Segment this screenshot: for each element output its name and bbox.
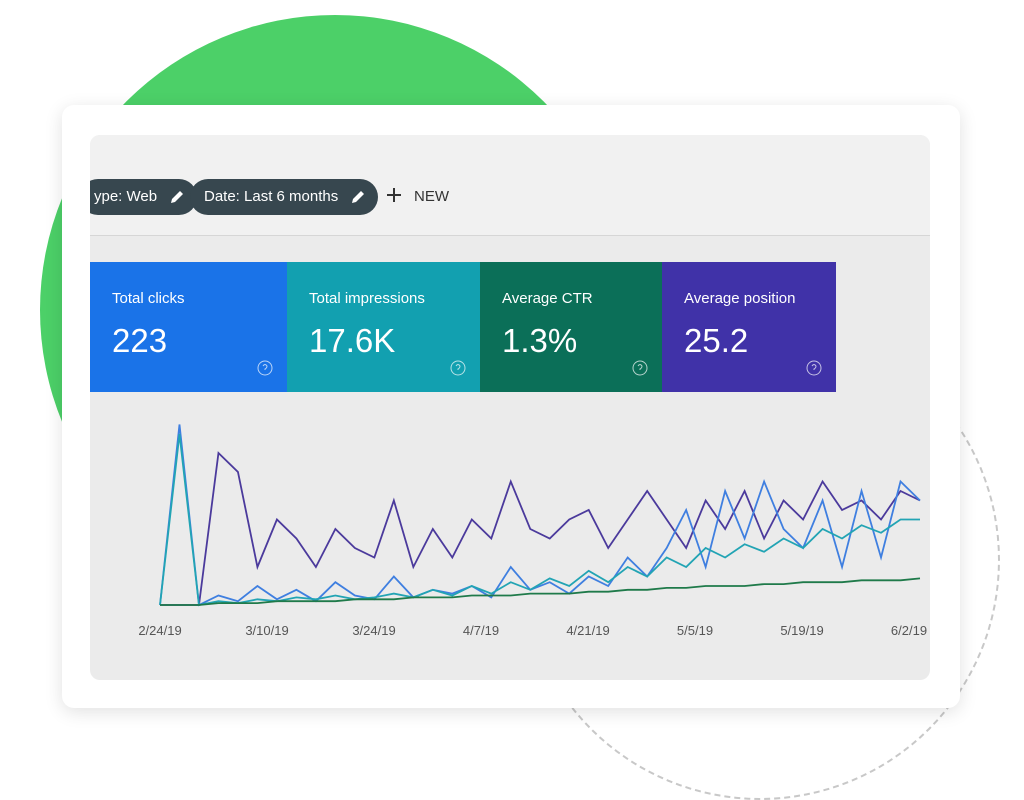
metric-value: 1.3% <box>502 322 578 359</box>
plus-icon <box>387 188 401 202</box>
help-icon <box>632 360 648 376</box>
chip-label: ype: Web <box>94 188 158 205</box>
x-tick-label: 4/21/19 <box>566 623 609 638</box>
filter-bar: ype: Web Date: Last 6 months NEW <box>90 135 930 236</box>
metric-label: Average position <box>684 290 796 307</box>
x-tick-label: 5/19/19 <box>780 623 823 638</box>
chart: 2/24/19 3/10/19 3/24/19 4/7/19 4/21/19 5/5/19… <box>138 424 927 638</box>
x-tick-label: 3/24/19 <box>352 623 395 638</box>
filter-chip[interactable]: ype: Web <box>90 179 198 215</box>
x-tick-label: 6/2/19 <box>891 623 927 638</box>
metric-tile[interactable]: Average position 25.2 <box>662 262 836 392</box>
metric-value: 25.2 <box>684 322 749 359</box>
metric-value: 17.6K <box>309 322 396 359</box>
help-icon <box>450 360 466 376</box>
pencil-icon <box>171 191 184 203</box>
pencil-icon <box>352 191 365 203</box>
series-line <box>160 577 921 606</box>
metric-tile[interactable]: Total clicks 223 <box>90 262 287 392</box>
metric-label: Average CTR <box>502 290 593 307</box>
screen: ype: Web Date: Last 6 months NEW Total c… <box>90 135 930 680</box>
series-line <box>160 451 921 606</box>
x-tick-label: 2/24/19 <box>138 623 181 638</box>
metric-tile[interactable]: Total impressions 17.6K <box>287 262 480 392</box>
help-icon <box>257 360 273 376</box>
metric-value: 223 <box>112 322 168 359</box>
x-tick-label: 3/10/19 <box>245 623 288 638</box>
filter-chip[interactable]: Date: Last 6 months <box>190 179 379 215</box>
x-tick-label: 5/5/19 <box>677 623 713 638</box>
series-line <box>159 424 921 607</box>
metric-label: Total impressions <box>309 290 425 307</box>
x-tick-label: 4/7/19 <box>463 623 499 638</box>
metric-tile[interactable]: Average CTR 1.3% <box>480 262 662 392</box>
metric-label: Total clicks <box>112 290 185 307</box>
new-button[interactable]: NEW <box>386 187 449 205</box>
series-line <box>159 433 920 607</box>
help-icon <box>806 360 822 376</box>
chip-label: Date: Last 6 months <box>204 188 339 205</box>
new-label: NEW <box>414 188 449 205</box>
